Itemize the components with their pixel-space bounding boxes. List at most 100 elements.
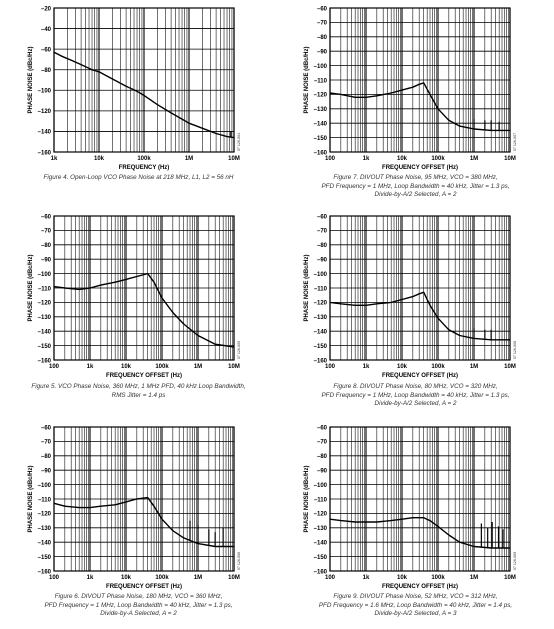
data-point	[136, 498, 138, 500]
chart-panel-fig8: –60 –70 –80 –90 –100 –110 –120 –130 –140 –150 –160…	[296, 213, 522, 379]
data-point	[376, 521, 378, 523]
x-tick-label: 1k	[363, 575, 370, 581]
data-point	[91, 69, 93, 71]
plot-frame	[329, 426, 511, 572]
figure-code: 07 126-006	[237, 552, 241, 570]
figure-code: 07 126-009	[513, 552, 517, 570]
data-point	[329, 518, 331, 520]
y-tick-label: –60	[41, 47, 52, 53]
data-point	[125, 501, 127, 503]
y-tick-label: –80	[317, 454, 328, 460]
y-tick-label: –150	[314, 136, 328, 142]
data-point	[183, 537, 185, 539]
series-line-fig5	[53, 272, 235, 348]
x-tick-label: 10M	[504, 156, 516, 162]
data-point	[147, 496, 149, 499]
caption-line: Figure 4. Open-Loop VCO Phase Noise at 2…	[43, 174, 234, 181]
grid-fig5	[53, 215, 235, 361]
x-tick-label: 1M	[194, 364, 202, 370]
caption-line: Divide-by-A Selected, A = 2	[100, 610, 177, 618]
y-tick-label: –110	[314, 78, 328, 84]
x-tick-label: 1k	[87, 575, 94, 581]
data-point	[490, 547, 492, 549]
data-point	[71, 59, 73, 62]
grid-fig6	[53, 426, 235, 572]
chart-panel-fig4: –20 –40 –60 –80 –100 –120 –140 –160 1k 10k 100k 1M 1…	[20, 5, 246, 171]
y-tick-label: –100	[314, 64, 328, 70]
y-tick-label: –150	[38, 555, 52, 561]
y-tick-label: –160	[38, 358, 52, 364]
data-point	[98, 71, 100, 73]
series-line-fig4	[53, 51, 235, 139]
data-point	[64, 287, 66, 289]
x-tick-label: 100	[49, 364, 60, 370]
x-tick-label: 100k	[431, 575, 445, 581]
y-tick-label: –80	[41, 454, 52, 460]
data-point	[100, 505, 102, 507]
caption-fig7: Figure 7. DIVOUT Phase Noise, 95 MHz, VC…	[277, 174, 554, 200]
data-point	[181, 118, 183, 120]
y-tick-label: –120	[314, 301, 328, 307]
caption-fig9: Figure 9. DIVOUT Phase Noise, 52 MHz, VC…	[277, 593, 554, 619]
figure-code: 07 126-007	[513, 133, 517, 151]
x-axis-title: FREQUENCY OFFSET (Hz)	[382, 165, 458, 171]
y-axis-title: PHASE NOISE (dBc/Hz)	[304, 465, 310, 532]
x-tick-label: 1M	[470, 364, 478, 370]
x-axis-title: FREQUENCY OFFSET (Hz)	[106, 584, 182, 590]
y-tick-label: –100	[314, 483, 328, 489]
data-point	[125, 278, 127, 280]
data-point	[390, 301, 392, 303]
y-tick-label: –140	[314, 541, 328, 547]
data-point	[214, 343, 216, 345]
data-point	[201, 127, 204, 129]
caption-line: Figure 7. DIVOUT Phase Noise, 95 MHz, VC…	[333, 174, 498, 181]
caption-line: PFD Frequency = 1 MHz, Loop Bandwidth = …	[321, 391, 510, 399]
chart-svg-fig5: –60 –70 –80 –90 –100 –110 –120 –130 –140 –150 –160…	[28, 214, 241, 379]
y-tick-label: –60	[317, 425, 328, 431]
data-point	[448, 329, 450, 331]
caption-line: PFD Frequency = 1.6 MHz, Loop Bandwidth …	[318, 601, 513, 609]
data-point	[376, 303, 378, 305]
data-point	[401, 89, 403, 91]
data-point	[437, 108, 439, 110]
x-tick-label: 10M	[228, 575, 240, 581]
y-tick-label: –140	[314, 122, 328, 128]
y-tick-label: –150	[314, 555, 328, 561]
y-tick-label: –130	[314, 526, 328, 532]
x-tick-label: 100k	[155, 575, 169, 581]
data-point	[423, 82, 425, 84]
data-point	[53, 502, 55, 504]
data-point	[340, 520, 342, 522]
data-point	[473, 545, 475, 548]
y-tick-label: –60	[41, 214, 52, 220]
y-tick-label: –100	[38, 272, 52, 278]
y-tick-label: –90	[317, 469, 328, 475]
plot-frame	[53, 215, 235, 361]
data-point	[156, 104, 159, 106]
data-point	[53, 285, 55, 288]
data-point	[153, 505, 155, 507]
y-tick-label: –70	[41, 440, 52, 446]
chart-panel-fig6: –60 –70 –80 –90 –100 –110 –120 –130 –140 –150 –160…	[20, 424, 246, 590]
y-axis-title: PHASE NOISE (dBc/Hz)	[304, 254, 310, 321]
y-tick-label: –120	[314, 93, 328, 99]
data-point	[412, 296, 414, 298]
data-point	[147, 273, 149, 275]
data-point	[64, 505, 66, 507]
x-tick-label: 100k	[431, 364, 445, 370]
caption-line: Divide-by-A/2 Selected, A = 3	[374, 610, 457, 618]
x-tick-label: 10M	[504, 575, 516, 581]
data-point	[170, 112, 172, 114]
data-point	[418, 83, 420, 85]
data-point	[114, 504, 116, 506]
y-tick-label: –120	[314, 512, 328, 518]
data-point	[78, 507, 80, 509]
x-tick-label: 100	[49, 575, 60, 581]
y-tick-label: –70	[317, 440, 328, 446]
x-tick-label: 10k	[397, 364, 408, 370]
data-point	[376, 95, 378, 97]
caption-fig6: Figure 6. DIVOUT Phase Noise, 180 MHz, V…	[0, 593, 277, 619]
x-axis-title: FREQUENCY OFFSET (Hz)	[382, 373, 458, 379]
data-point	[509, 129, 511, 131]
y-tick-label: –120	[38, 512, 52, 518]
